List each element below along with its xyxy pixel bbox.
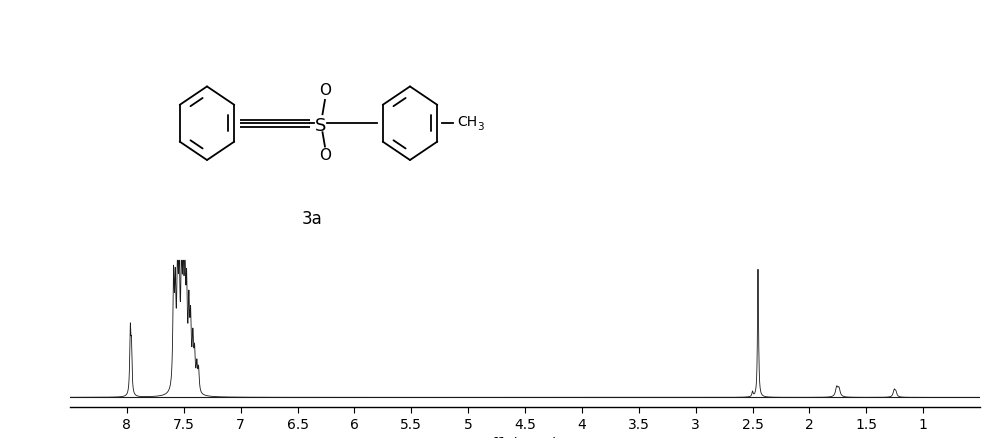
Text: CH: CH (458, 115, 478, 129)
Text: 3: 3 (477, 122, 483, 132)
Text: O: O (319, 83, 331, 98)
X-axis label: f1 (ppm): f1 (ppm) (492, 437, 558, 438)
Text: S: S (315, 117, 326, 135)
Text: 3a: 3a (302, 210, 322, 228)
Text: O: O (319, 148, 331, 163)
